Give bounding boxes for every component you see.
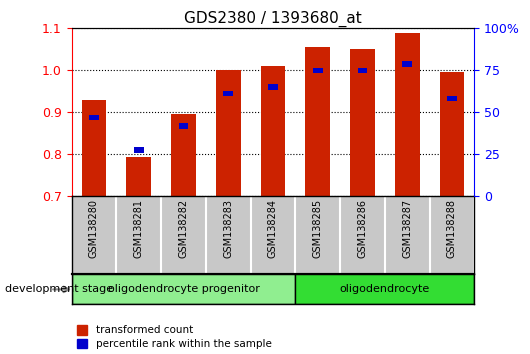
Bar [126,156,151,196]
Bar [358,68,367,73]
Bar [268,85,278,90]
Bar [350,49,375,196]
Bar [223,91,233,96]
Bar [179,123,188,129]
Text: oligodendrocyte progenitor: oligodendrocyte progenitor [108,284,259,295]
Text: GSM138285: GSM138285 [313,199,323,258]
Bar [216,70,241,196]
Text: GSM138287: GSM138287 [402,199,412,258]
Bar [402,61,412,67]
Bar [82,100,106,196]
Bar [72,274,295,304]
Bar [305,47,330,196]
Bar [295,274,474,304]
Text: GSM138282: GSM138282 [179,199,189,258]
Text: GSM138280: GSM138280 [89,199,99,258]
Text: GSM138283: GSM138283 [223,199,233,258]
Legend: transformed count, percentile rank within the sample: transformed count, percentile rank withi… [77,325,271,349]
Bar [89,115,99,120]
Bar [313,68,323,73]
Text: oligodendrocyte: oligodendrocyte [340,284,430,295]
Text: GSM138284: GSM138284 [268,199,278,258]
Text: development stage: development stage [5,284,113,295]
Bar [134,148,144,153]
Bar [395,33,420,196]
Bar [171,114,196,196]
Title: GDS2380 / 1393680_at: GDS2380 / 1393680_at [184,11,362,27]
Text: GSM138281: GSM138281 [134,199,144,258]
Bar [440,73,464,196]
Text: GSM138288: GSM138288 [447,199,457,258]
Bar [261,66,285,196]
Text: GSM138286: GSM138286 [357,199,367,258]
Bar [447,96,457,101]
